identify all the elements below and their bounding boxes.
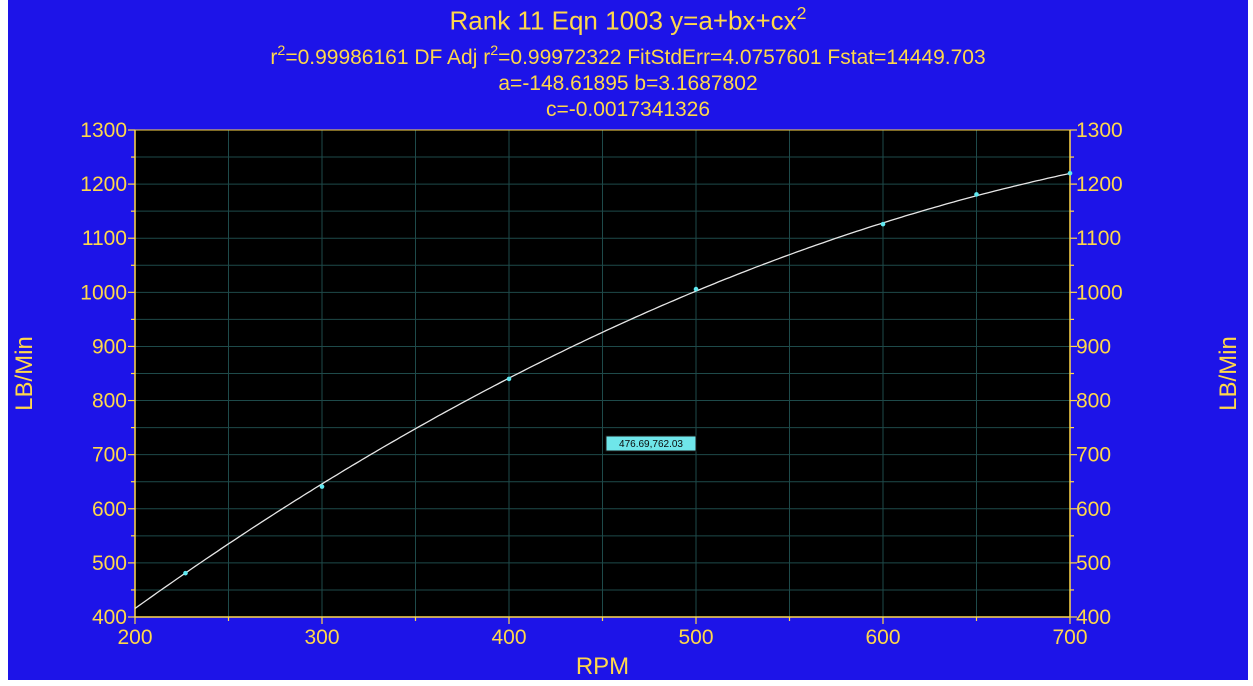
data-point [974, 192, 979, 197]
y-tick-label-right: 600 [1076, 498, 1111, 521]
y-tick-label-right: 800 [1076, 390, 1111, 413]
chart-title: Rank 11 Eqn 1003 y=a+bx+cx2 [449, 3, 807, 36]
y-tick-label-left: 1100 [82, 227, 127, 250]
y-tick-label-left: 600 [92, 498, 127, 521]
y-tick-label-right: 400 [1076, 606, 1111, 629]
y-tick-label-right: 1100 [1076, 227, 1121, 250]
chart-frame: Rank 11 Eqn 1003 y=a+bx+cx2 r2=0.9998616… [8, 0, 1248, 680]
y-tick-label-left: 900 [92, 335, 127, 358]
y-tick-label-left: 400 [92, 606, 127, 629]
grid-lines [135, 130, 1070, 617]
data-point [693, 286, 699, 292]
x-tick-label: 300 [304, 626, 339, 649]
x-axis-label: RPM [576, 653, 629, 680]
x-tick-label: 700 [1052, 626, 1087, 649]
coefficients-line-c: c=-0.0017341326 [545, 98, 711, 121]
y-tick-label-left: 1200 [80, 173, 127, 196]
y-tick-label-left: 1000 [80, 281, 127, 304]
y-axis-label-right: LB/Min [1215, 336, 1242, 411]
data-point [880, 221, 886, 227]
fit-statistics: r2=0.99986161 DF Adj r2=0.99972322 FitSt… [270, 43, 986, 69]
y-tick-label-left: 500 [92, 552, 127, 575]
y-tick-label-left: 1300 [80, 119, 127, 142]
fit-curve [134, 172, 1071, 610]
data-point [183, 570, 188, 576]
cursor-readout-text: 476.69,762.03 [619, 439, 683, 450]
y-tick-label-right: 700 [1076, 444, 1111, 467]
data-point [506, 376, 512, 382]
y-tick-label-right: 1200 [1076, 173, 1123, 196]
x-tick-label: 600 [865, 626, 900, 649]
data-point [1067, 170, 1073, 176]
data-points [183, 170, 1073, 576]
y-tick-label-left: 700 [92, 444, 127, 467]
y-tick-label-right: 1000 [1076, 281, 1123, 304]
y-tick-label-right: 900 [1076, 335, 1111, 358]
x-tick-label: 500 [678, 626, 713, 649]
data-point [319, 484, 325, 489]
y-tick-label-right: 500 [1076, 552, 1111, 575]
cursor-readout: 476.69,762.03 [605, 435, 697, 452]
y-tick-label-right: 1300 [1076, 119, 1123, 142]
x-tick-label: 200 [117, 626, 152, 649]
cursor-readout-box [605, 435, 697, 452]
x-tick-label: 400 [491, 626, 526, 649]
y-tick-label-left: 800 [92, 390, 127, 413]
y-axis-label-left: LB/Min [11, 336, 38, 411]
coefficients-line-ab: a=-148.61895 b=3.1687802 [498, 72, 758, 95]
